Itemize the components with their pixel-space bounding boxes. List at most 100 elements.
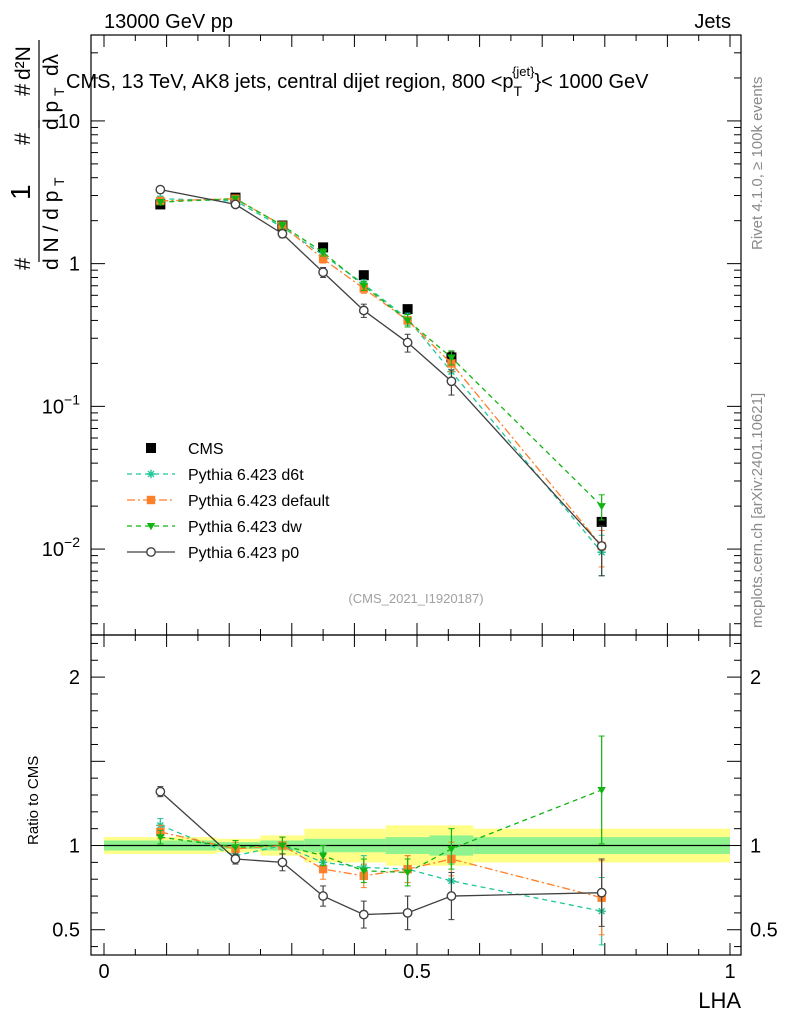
svg-text:1: 1 [5,184,36,200]
data-point [597,787,606,795]
data-point [318,891,328,901]
svg-text:d²N: d²N [12,46,35,80]
data-point [358,305,369,316]
series-line [160,824,602,912]
series-pythia-6-423-dw [156,735,606,887]
data-point [359,867,368,875]
data-point [278,222,287,230]
plot-title: CMS, 13 TeV, AK8 jets, central dijet reg… [66,64,649,99]
ratio-y-tick-label-right: 0.5 [750,920,778,942]
legend-item: CMS [146,441,224,458]
main-y-axis-label: # 1 d N / d p T # d p T # d²N dλ [5,40,67,270]
ratio-uncertainty-bands [104,825,730,866]
x-axis-label: LHA [698,988,741,1013]
data-point [596,887,607,898]
x-tick-label: 0 [98,961,109,983]
data-point [358,909,369,920]
rivet-version-label: Rivet 4.1.0, ≥ 100k events [749,77,766,250]
svg-text:#: # [10,83,35,96]
legend-label: Pythia 6.423 dw [188,519,302,536]
data-point [318,249,328,257]
ratio-y-axis-label: Ratio to CMS [25,756,42,845]
series-line [160,189,603,547]
svg-text:T: T [51,87,67,96]
series-line [160,831,602,899]
data-point [359,282,368,290]
svg-text:#: # [10,257,35,270]
data-point [318,267,328,278]
data-point [318,864,328,874]
legend: CMS Pythia 6.423 d6t Pythia 6.423 default P… [127,441,330,562]
data-point [597,503,606,511]
legend-label: Pythia 6.423 d6t [188,467,304,484]
series-line [160,198,603,553]
data-point [156,199,165,207]
data-point [230,199,241,210]
data-point [403,317,412,325]
legend-label: Pythia 6.423 p0 [188,545,299,562]
y-tick-label: 1 [69,254,80,276]
legend-marker [146,469,156,479]
data-point [231,844,240,852]
data-point [318,254,328,264]
data-point [402,304,413,315]
data-point [230,854,241,864]
data-point [318,242,329,253]
data-point [318,852,328,860]
svg-text:#: # [10,132,35,145]
legend-marker [146,523,156,531]
legend-label: Pythia 6.423 default [188,493,330,510]
data-point [277,857,288,868]
svg-text:d N / d p: d N / d p [40,191,63,270]
data-point [596,516,607,527]
legend-marker [146,495,156,505]
legend-marker [146,547,156,557]
y-tick-label: 10−2 [42,534,80,561]
legend-item: Pythia 6.423 p0 [127,545,299,562]
series-pythia-6-423-dw [156,195,606,521]
main-series [155,184,607,577]
data-point [156,834,165,842]
data-point [155,184,166,195]
svg-text:d p: d p [40,101,63,130]
ratio-y-tick-label: 2 [69,667,80,689]
series-line [160,198,603,507]
data-point [447,845,456,854]
data-point [358,270,369,281]
ratio-y-tick-label: 1 [69,836,80,858]
analysis-tag: (CMS_2021_I1920187) [348,591,483,606]
y-tick-label: 10−1 [42,391,80,418]
x-tick-label: 0.5 [403,961,431,983]
series-pythia-6-423-default [156,194,606,568]
axis-ticks: 0 0.5 1 10−2 10−1 1 10 0.5 0.5 1 1 2 2 [42,34,778,983]
data-point [402,337,413,348]
legend-item: Pythia 6.423 default [127,493,330,510]
series-pythia-6-423-p0 [155,184,607,577]
legend-item: Pythia 6.423 dw [127,519,302,536]
data-point [155,786,166,797]
ratio-frame [90,634,742,956]
data-point [446,376,457,387]
ratio-y-tick-label-right: 1 [750,836,761,858]
data-point [446,891,457,901]
series-line [159,791,602,916]
svg-text:dλ: dλ [40,53,63,76]
svg-text:T: T [51,177,67,186]
data-point [277,228,288,239]
ratio-series [155,735,607,946]
x-tick-label: 1 [724,961,735,983]
data-point [402,907,413,918]
series-pythia-6-423-p0 [155,786,607,931]
ratio-y-tick-label-right: 2 [750,667,761,689]
header-right: Jets [694,11,731,33]
mcplots-label: mcplots.cern.ch [arXiv:2401.10621] [749,393,766,628]
legend-item: Pythia 6.423 d6t [127,467,304,484]
data-point [596,541,607,551]
legend-marker [146,443,156,453]
header-left: 13000 GeV pp [104,11,233,33]
data-point [403,869,412,877]
series-line [160,789,602,874]
y-tick-label: 10 [58,111,80,133]
data-point [278,842,287,850]
